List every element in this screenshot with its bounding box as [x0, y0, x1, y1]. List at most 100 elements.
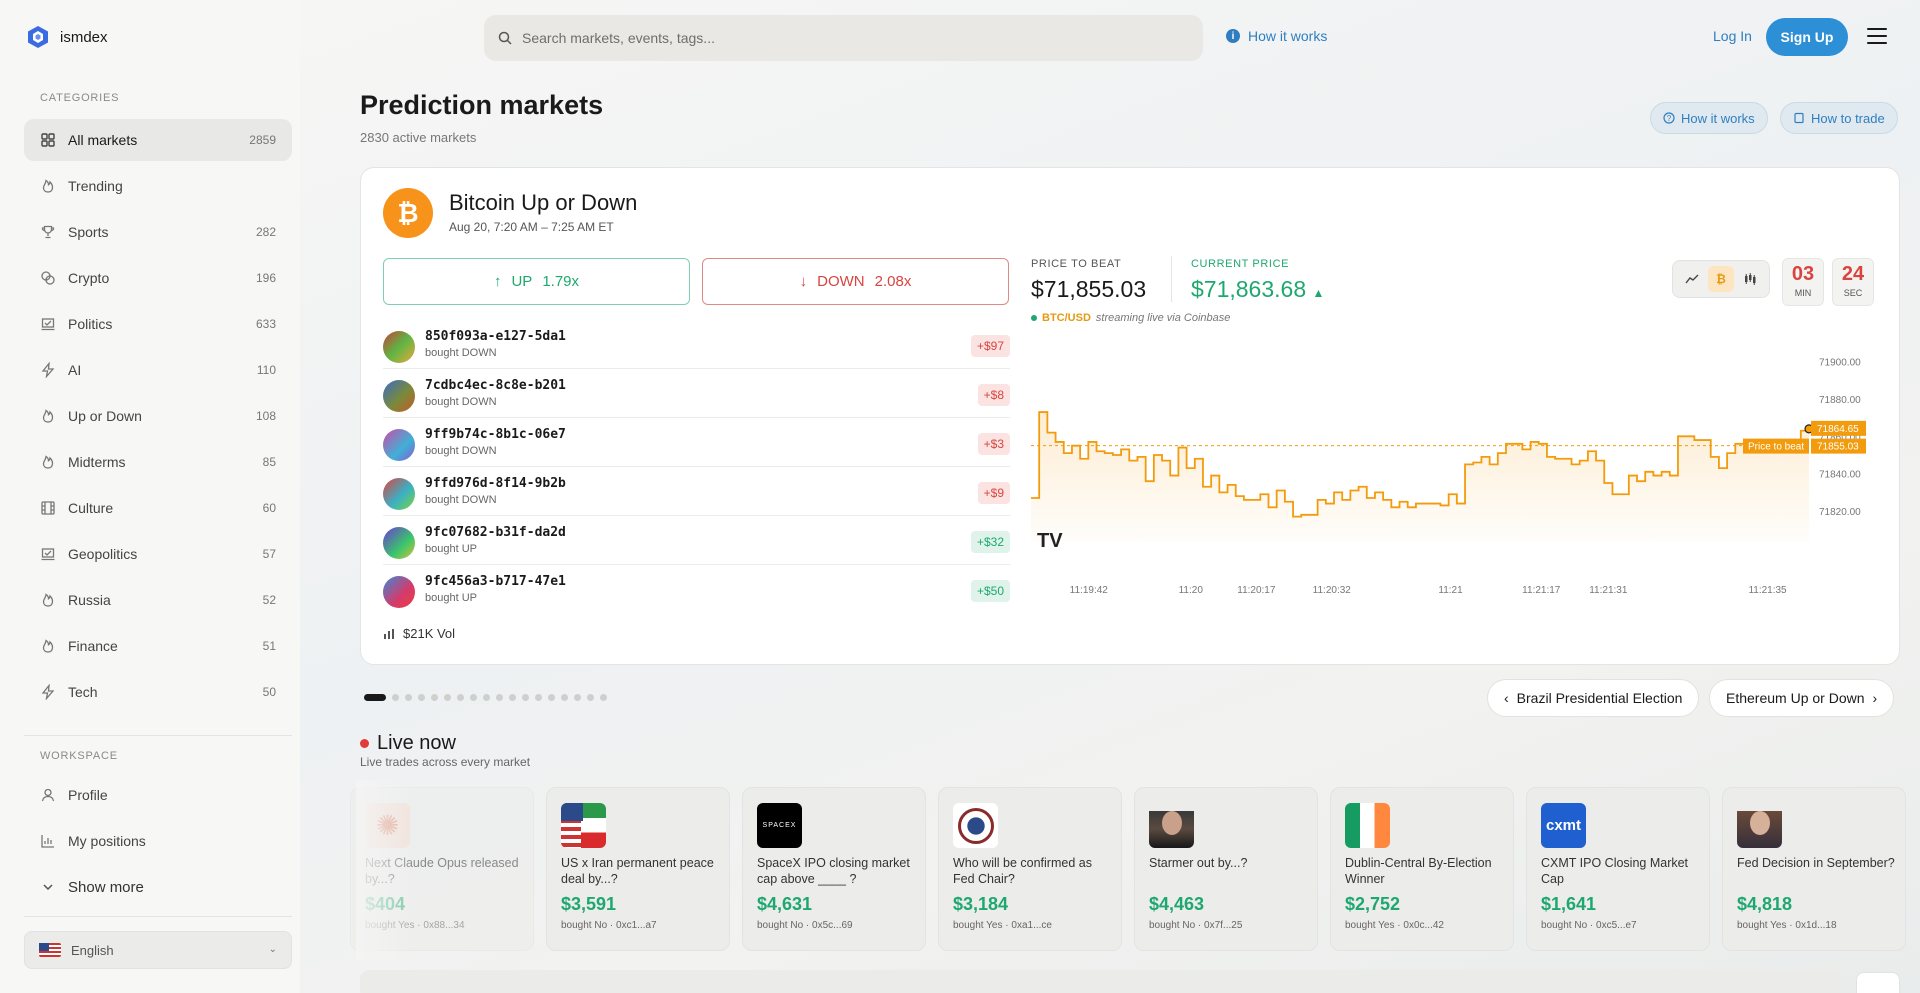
login-button[interactable]: Log In — [1713, 28, 1752, 44]
live-trade-card[interactable]: SPACEX SpaceX IPO closing market cap abov… — [742, 787, 926, 951]
trade-price: $3,184 — [953, 894, 1009, 914]
x-tick-label: 11:19:42 — [1070, 585, 1109, 596]
next-market-button[interactable]: Ethereum Up or Down › — [1709, 679, 1895, 717]
bitcoin-toggle-icon[interactable]: ₿ — [1707, 266, 1734, 292]
live-trade-card[interactable]: Who will be confirmed as Fed Chair? $3,18… — [938, 787, 1122, 951]
pager-dot[interactable] — [392, 694, 399, 701]
bolt-icon — [40, 684, 56, 700]
sidebar-item-russia[interactable]: Russia 52 — [24, 579, 292, 621]
pager-dot[interactable] — [457, 694, 464, 701]
line-chart-icon[interactable] — [1679, 266, 1705, 292]
sidebar-item-all-markets[interactable]: All markets 2859 — [24, 119, 292, 161]
sidebar-item-culture[interactable]: Culture 60 — [24, 487, 292, 529]
pager-dot[interactable] — [431, 694, 438, 701]
workspace-item-my-positions[interactable]: My positions — [24, 820, 292, 862]
filter-button[interactable] — [1856, 972, 1900, 993]
pager-dot[interactable] — [405, 694, 412, 701]
y-tick-label: 71900.00 — [1819, 358, 1861, 369]
buy-down-button[interactable]: ↓ DOWN 2.08x — [702, 258, 1009, 305]
user-icon — [40, 787, 56, 803]
price-chart[interactable]: 71900.00 71880.00 71860.00 71840.00 71820.00… — [1027, 336, 1897, 646]
logo[interactable]: ismdex — [26, 25, 108, 49]
x-tick-label: 11:20 — [1179, 585, 1204, 596]
chevron-down-icon: ⌄ — [268, 944, 277, 955]
sidebar-item-tech[interactable]: Tech 50 — [24, 671, 292, 713]
trade-row[interactable]: 7cdbc4ec-8c8e-b201 bought DOWN +$8 — [383, 369, 1010, 418]
candlestick-icon[interactable] — [1737, 266, 1763, 292]
buy-up-button[interactable]: ↑ UP 1.79x — [383, 258, 690, 305]
market-question: Who will be confirmed as Fed Chair? — [953, 856, 1092, 886]
sidebar-item-geopolitics[interactable]: Geopolitics 57 — [24, 533, 292, 575]
how-it-works-link[interactable]: i How it works — [1226, 28, 1327, 44]
trader-id: 850f093a-e127-5da1 — [425, 329, 566, 344]
pager-dot[interactable] — [418, 694, 425, 701]
timer-min-label: MIN — [1794, 288, 1812, 298]
live-trade-card[interactable]: Dublin-Central By-Election Winner $2,752 b… — [1330, 787, 1514, 951]
workspace-item-label: Profile — [68, 787, 108, 803]
trade-row[interactable]: 9ffd976d-8f14-9b2b bought DOWN +$9 — [383, 467, 1010, 516]
sidebar-item-midterms[interactable]: Midterms 85 — [24, 441, 292, 483]
trade-row[interactable]: 9fc07682-b31f-da2d bought UP +$32 — [383, 516, 1010, 565]
pager-dot[interactable] — [587, 694, 594, 701]
sidebar-item-ai[interactable]: AI 110 — [24, 349, 292, 391]
pager-dot[interactable] — [496, 694, 503, 701]
search-input[interactable] — [522, 30, 1162, 46]
price-to-beat-tag — [1743, 438, 1809, 454]
language-select[interactable]: English ⌄ — [24, 931, 292, 969]
sidebar-item-label: Midterms — [68, 454, 126, 470]
x-tick-label: 11:21 — [1438, 585, 1463, 596]
live-trade-card[interactable]: Starmer out by...? $4,463 bought No · 0x7f… — [1134, 787, 1318, 951]
avatar — [383, 576, 415, 608]
trade-row[interactable]: 9fc456a3-b717-47e1 bought UP +$50 — [383, 565, 1010, 614]
price-to-beat-value-tag — [1811, 438, 1866, 454]
trade-price: $4,631 — [757, 894, 813, 914]
how-to-trade-label: How to trade — [1811, 110, 1885, 126]
live-trade-card[interactable]: US x Iran permanent peace deal by...? $3,… — [546, 787, 730, 951]
how-to-trade-button[interactable]: How to trade — [1780, 102, 1898, 134]
pager-dot[interactable] — [509, 694, 516, 701]
sidebar-item-label: Culture — [68, 500, 114, 516]
market-question: Fed Decision in September? — [1737, 856, 1895, 870]
book-icon — [1794, 112, 1804, 124]
pager-dot[interactable] — [364, 694, 386, 701]
pager-dot[interactable] — [574, 694, 581, 701]
how-it-works-button[interactable]: ? How it works — [1650, 102, 1768, 134]
trade-row[interactable]: 9ff9b74c-8b1c-06e7 bought DOWN +$3 — [383, 418, 1010, 467]
pager-dot[interactable] — [561, 694, 568, 701]
pager-dot[interactable] — [483, 694, 490, 701]
market-title[interactable]: Bitcoin Up or Down — [449, 190, 638, 215]
workspace-item-show-more[interactable]: Show more — [24, 866, 292, 908]
sidebar-item-count: 60 — [262, 501, 276, 515]
chevron-right-icon: › — [1872, 690, 1878, 706]
sidebar-item-trending[interactable]: Trending — [24, 165, 292, 207]
pager-dot[interactable] — [535, 694, 542, 701]
sidebar-item-crypto[interactable]: Crypto 196 — [24, 257, 292, 299]
pager-dot[interactable] — [600, 694, 607, 701]
live-trade-card[interactable]: cxmt CXMT IPO Closing Market Cap $1,641 bou… — [1526, 787, 1710, 951]
trade-row[interactable]: 850f093a-e127-5da1 bought DOWN +$97 — [383, 320, 1010, 369]
pager-dot[interactable] — [444, 694, 451, 701]
pager-dot[interactable] — [470, 694, 477, 701]
pager-dot[interactable] — [548, 694, 555, 701]
workspace-item-profile[interactable]: Profile — [24, 774, 292, 816]
sidebar-item-finance[interactable]: Finance 51 — [24, 625, 292, 667]
prev-market-button[interactable]: ‹ Brazil Presidential Election — [1487, 679, 1700, 717]
pager-dot[interactable] — [522, 694, 529, 701]
sidebar-item-politics[interactable]: Politics 633 — [24, 303, 292, 345]
trader-id: 7cdbc4ec-8c8e-b201 — [425, 378, 566, 393]
y-tick-label: 71820.00 — [1819, 507, 1861, 518]
chevron-down-icon — [40, 879, 56, 895]
sidebar-item-sports[interactable]: Sports 282 — [24, 211, 292, 253]
search-bar[interactable] — [484, 15, 1203, 61]
market-search-bar[interactable] — [360, 970, 1841, 993]
sidebar-item-up-or-down[interactable]: Up or Down 108 — [24, 395, 292, 437]
up-multiplier: 1.79x — [542, 273, 580, 290]
price-to-beat-value-text: 71855.03 — [1817, 442, 1859, 453]
sidebar-item-count: 51 — [262, 639, 276, 653]
hamburger-menu-icon[interactable] — [1867, 28, 1887, 44]
live-trade-card[interactable]: Fed Decision in September? $4,818 bought Y… — [1722, 787, 1906, 951]
sidebar-item-count: 633 — [255, 317, 276, 331]
signup-button[interactable]: Sign Up — [1766, 18, 1848, 56]
sidebar-item-label: Sports — [68, 224, 109, 240]
sidebar-item-count: 85 — [262, 455, 276, 469]
